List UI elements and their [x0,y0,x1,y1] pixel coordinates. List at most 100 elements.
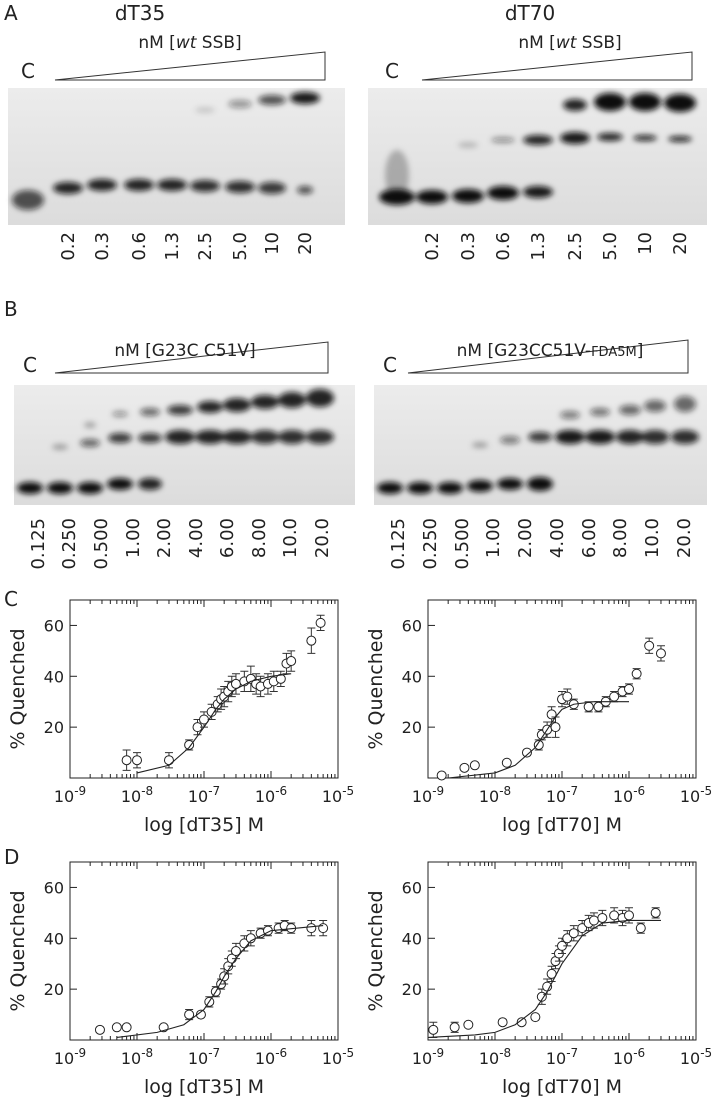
fit-curve [427,919,661,1039]
gel-band [671,430,699,444]
gel-band [222,430,252,444]
gel-band [377,482,403,494]
data-point [163,755,174,766]
panel-label: A [4,1,18,25]
data-point [132,755,142,766]
data-point [184,1009,195,1020]
gel-band [108,433,132,443]
gel-band [195,430,225,444]
panel-label: B [4,297,18,321]
gel-band [80,439,100,447]
plot-frame [427,599,697,779]
gel-band [616,430,644,444]
data-point [121,755,132,766]
y-tick-label: 20 [44,718,64,737]
data-point [184,739,195,750]
gel-bands [12,92,320,210]
lane-label: 0.250 [420,518,441,570]
gel-band [52,444,68,450]
gel-band [53,182,83,194]
gel-band [17,482,43,494]
data-point [449,1022,460,1033]
subtitle-part: nM [ [518,33,555,53]
x-tick-label: 10-9 [412,1046,444,1068]
gel-band [619,405,641,415]
data-point [609,691,620,702]
data-point [286,656,297,667]
fit-curve [136,673,292,774]
gel-band [597,133,623,141]
data-point [497,1017,508,1028]
lane-label: 0.3 [92,232,113,261]
gel-band [560,132,590,144]
gel-band [278,430,306,444]
gel-band [140,408,160,416]
data-point [609,910,620,921]
gel-band [407,482,433,494]
data-point [318,923,329,934]
y-tick-label: 40 [402,929,422,948]
gel-band [641,430,669,444]
data-point [428,1024,439,1035]
control-label: C [385,59,399,83]
data-point [463,1019,474,1030]
subtitle-part: ] [637,341,644,361]
y-tick-label: 20 [402,718,422,737]
x-tick-label: 10-9 [54,784,86,806]
data-point [94,1024,105,1035]
y-tick-label: 20 [402,980,422,999]
gel-band [306,389,334,407]
gel-band [223,398,251,412]
data-point [635,923,646,934]
subtitle-part: nM [G23CC51V- [457,341,591,361]
gel-band [77,482,103,494]
data-point [306,923,317,934]
gel-band [195,107,215,113]
lane-label: 5.0 [230,232,251,261]
data-point [521,747,532,758]
data-point [533,739,544,750]
gel-band [258,95,286,105]
y-tick-label: 40 [44,667,64,686]
gel-band [197,401,223,413]
lane-label: 10.0 [642,518,663,558]
y-axis-label: % Quenched [365,628,387,749]
gel-band [594,93,626,111]
lane-label: 20 [295,232,316,255]
data-point [568,928,579,939]
lane-label: 0.250 [59,518,80,570]
lane-label: 20.0 [674,518,695,558]
data-point [650,907,661,918]
x-tick-label: 10-7 [546,784,578,806]
fit-curve [116,925,324,1039]
gel-band [258,182,286,194]
x-tick-label: 10-8 [121,784,153,806]
data-point [275,673,286,684]
gel-band [500,436,520,444]
gel-band [472,442,488,448]
x-tick-label: 10-8 [121,1046,153,1068]
data-point [315,617,326,628]
y-tick-label: 20 [44,980,64,999]
gel-band [664,94,696,112]
gel-band [668,136,692,142]
x-tick-label: 10-7 [546,1046,578,1068]
data-point [562,691,573,702]
gel-band [629,93,661,111]
y-tick-label: 60 [402,878,422,897]
fit-curve [448,701,629,779]
concentration-wedge [407,339,689,374]
gel-bands [377,396,699,494]
x-tick-label: 10-5 [322,1046,354,1068]
lane-label: 1.00 [483,518,504,558]
x-tick-label: 10-5 [680,1046,712,1068]
gel-band [458,142,478,148]
lane-label: 4.00 [547,518,568,558]
lane-label: 10 [262,232,283,255]
gel-band [290,92,320,104]
subtitle-part: wt [556,33,578,53]
lane-label: 0.3 [458,232,479,261]
x-tick-label: 10-5 [680,784,712,806]
gel-band [487,186,519,200]
gel-band [167,405,193,415]
